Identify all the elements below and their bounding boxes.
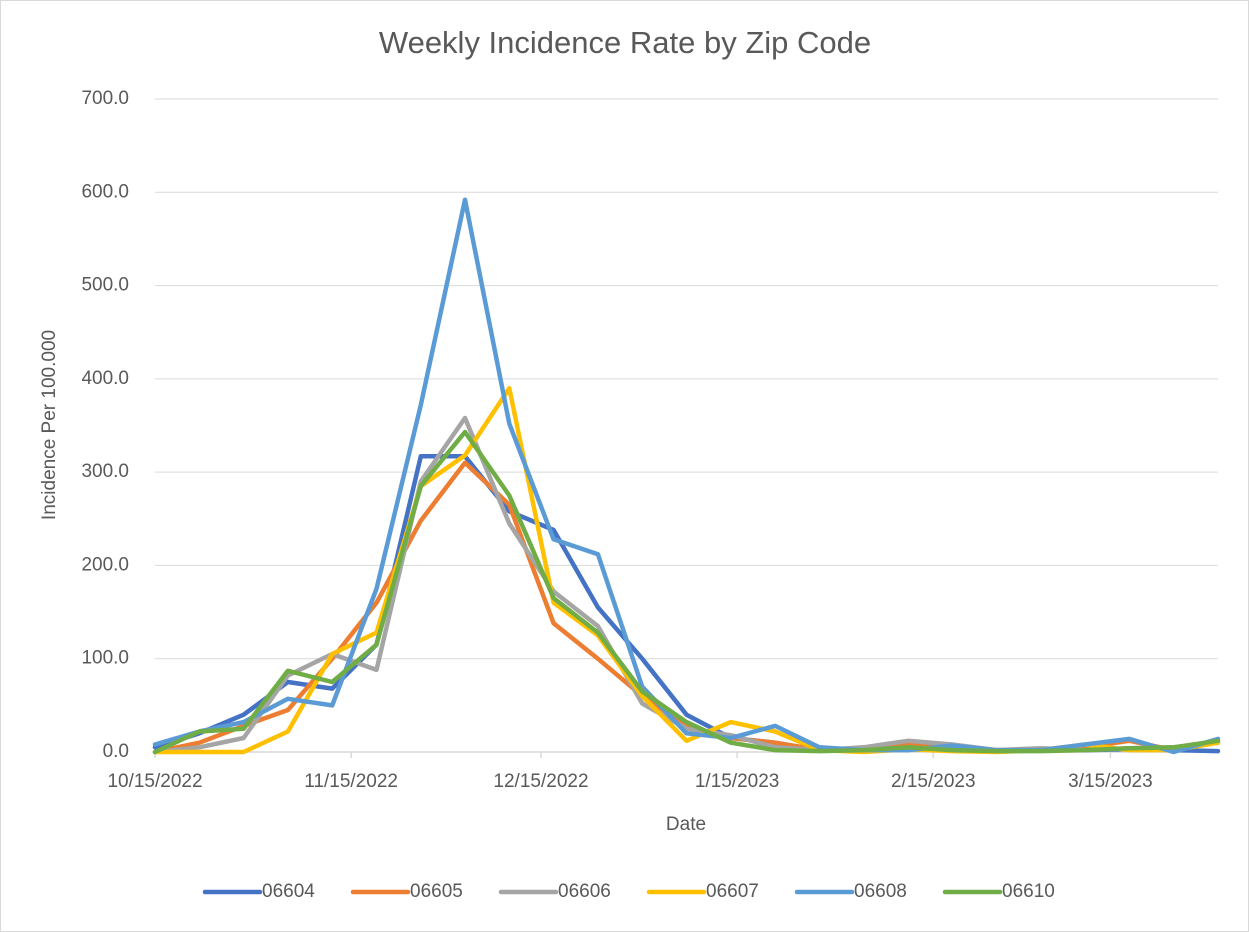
y-tick-label: 700.0 (81, 88, 129, 109)
legend-label: 06607 (706, 881, 759, 902)
y-tick-label: 400.0 (81, 368, 129, 389)
x-tick-label: 1/15/2023 (695, 771, 780, 792)
chart-title: Weekly Incidence Rate by Zip Code (379, 25, 871, 60)
x-tick-label: 10/15/2022 (107, 771, 202, 792)
y-tick-label: 300.0 (81, 461, 129, 482)
x-tick-label: 3/15/2023 (1068, 771, 1153, 792)
y-tick-label: 100.0 (81, 648, 129, 669)
y-tick-label: 200.0 (81, 554, 129, 575)
legend-label: 06610 (1002, 881, 1055, 902)
legend-label: 06606 (558, 881, 611, 902)
legend-label: 06604 (262, 881, 315, 902)
legend-label: 06608 (854, 881, 907, 902)
y-axis-label: Incidence Per 100.000 (39, 330, 60, 520)
x-tick-label: 12/15/2022 (493, 771, 588, 792)
y-tick-label: 600.0 (81, 181, 129, 202)
y-tick-label: 500.0 (81, 275, 129, 296)
series-line (152, 429, 1221, 755)
y-tick-label: 0.0 (103, 741, 129, 762)
x-axis-label: Date (666, 814, 706, 835)
x-tick-label: 2/15/2023 (891, 771, 976, 792)
legend-label: 06605 (410, 881, 463, 902)
x-tick-label: 11/15/2022 (304, 771, 398, 792)
